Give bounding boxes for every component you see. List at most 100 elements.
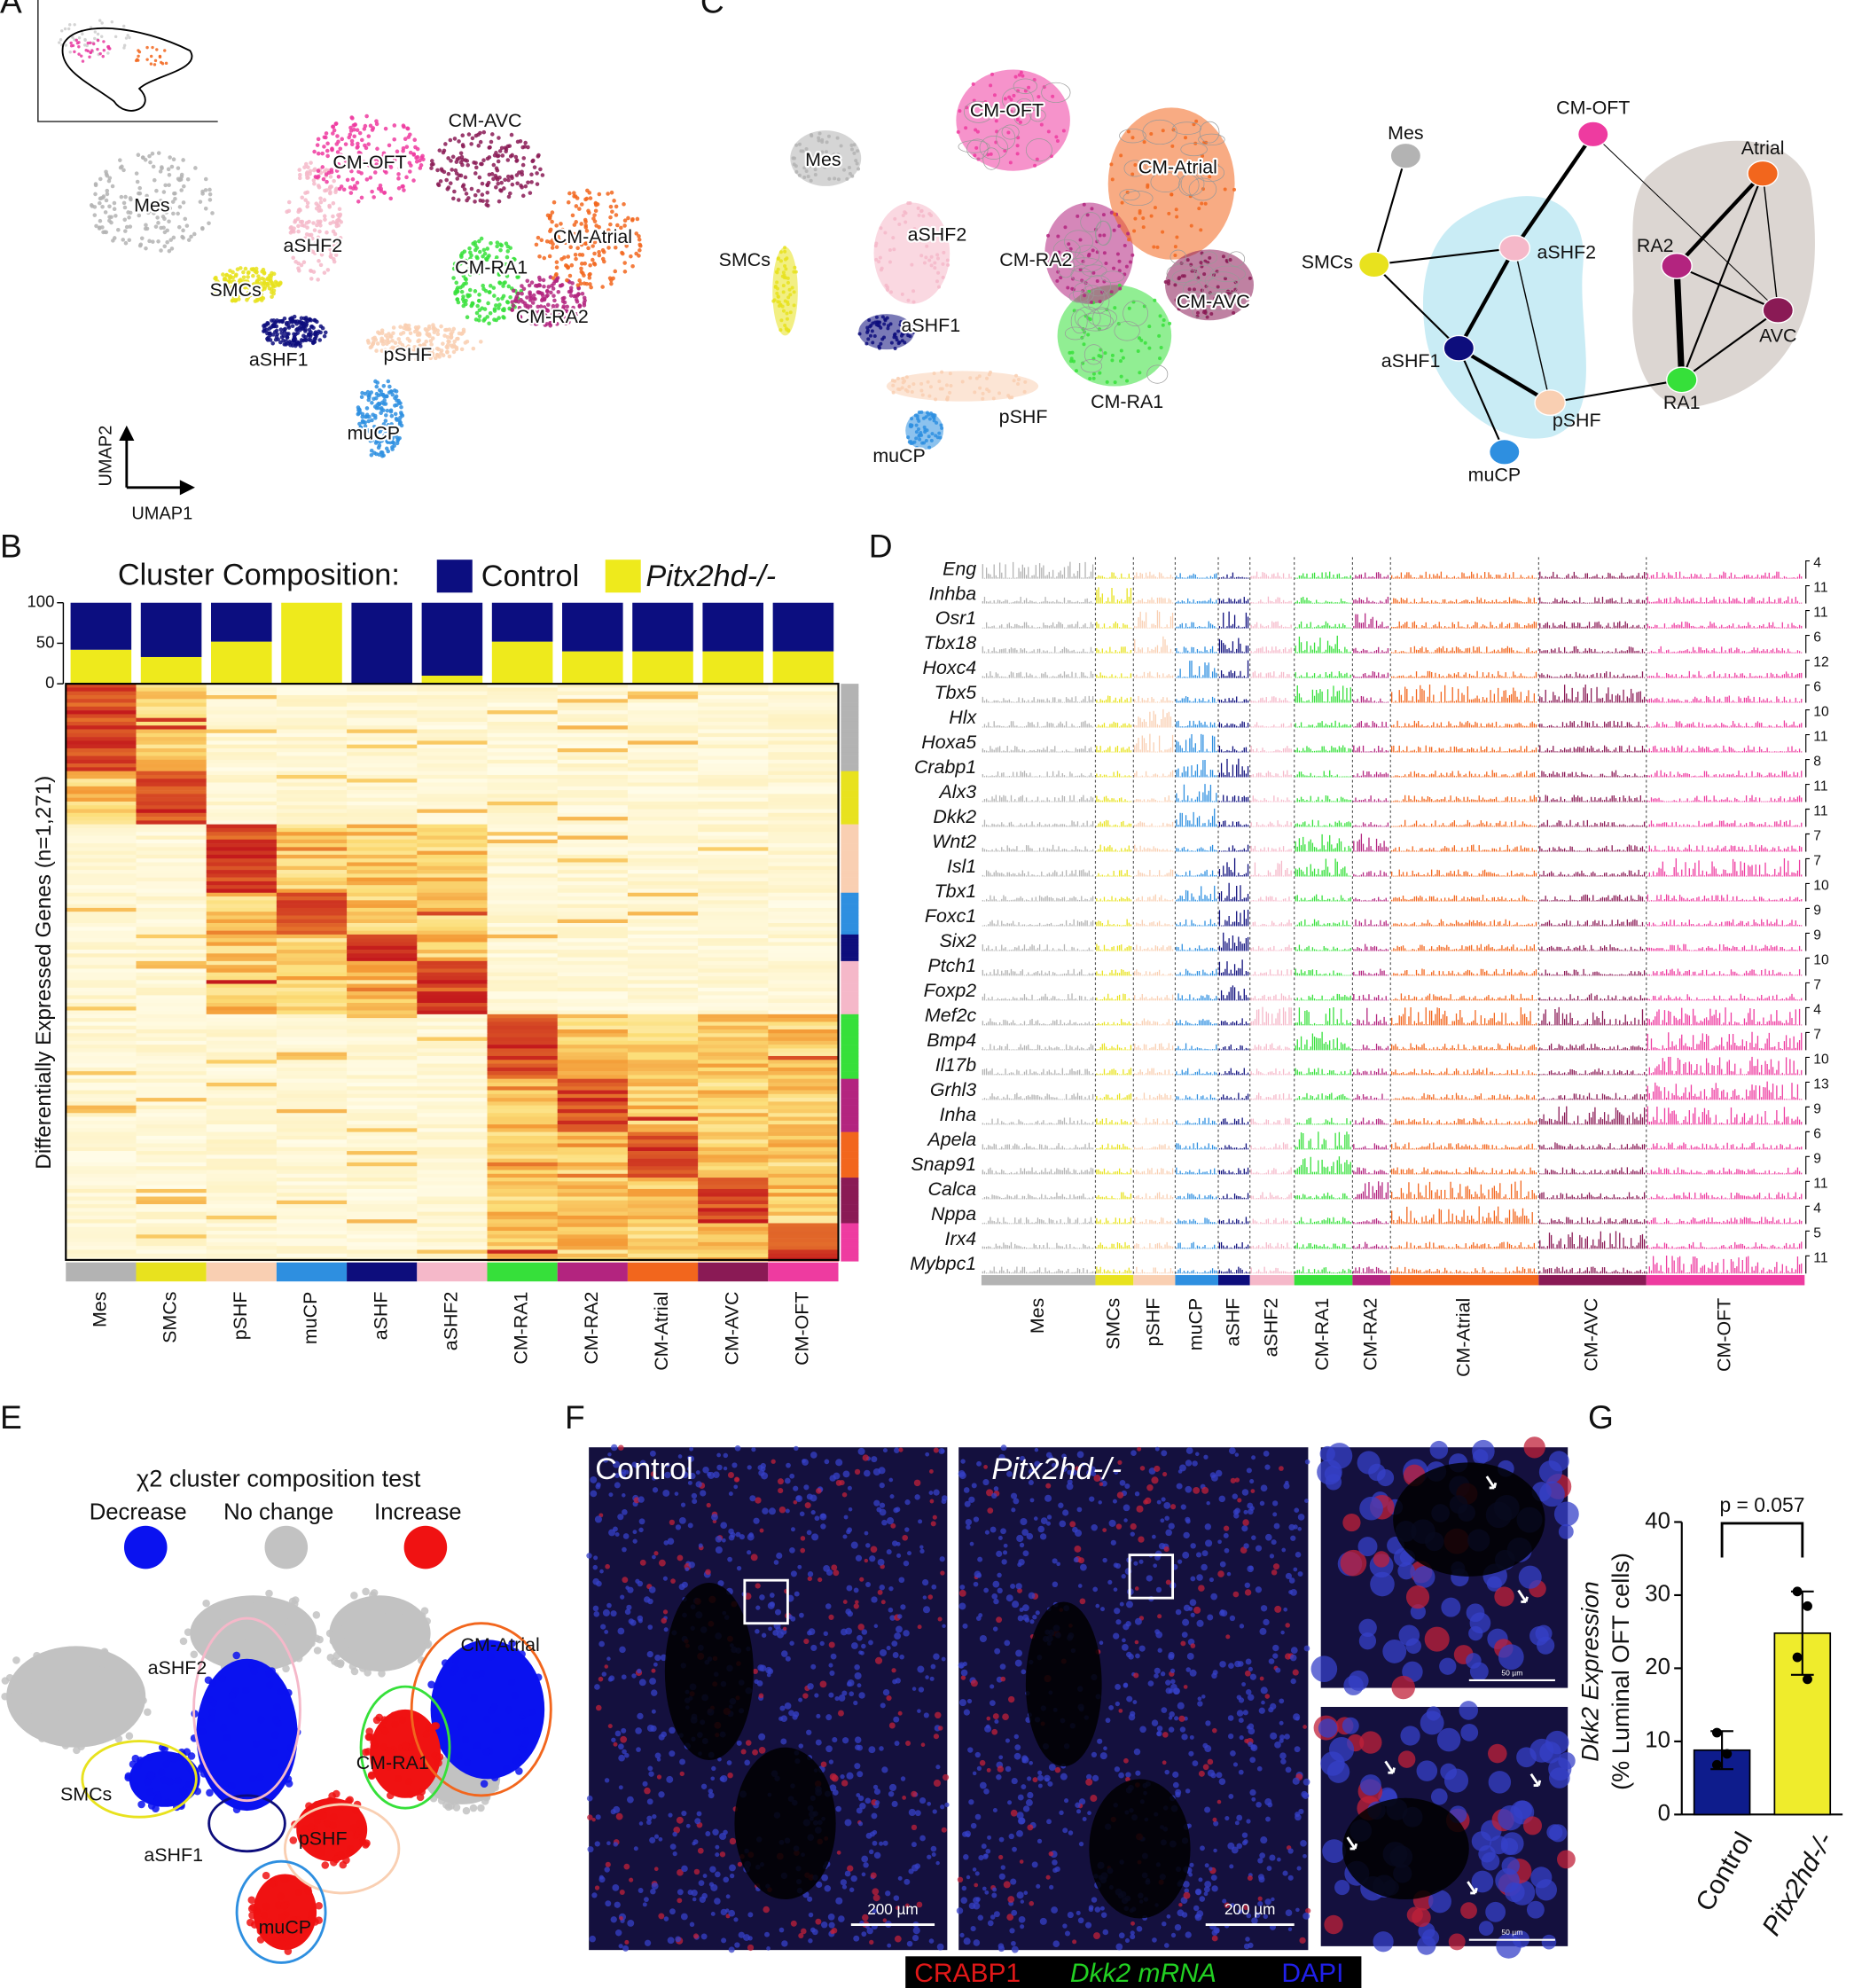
cell-dot (474, 246, 480, 250)
cell-dot (482, 307, 488, 311)
heatmap-cell (557, 1223, 629, 1228)
cell-dot (311, 270, 317, 274)
row-strip (841, 699, 859, 703)
cell-dot (153, 224, 159, 229)
cell-dot (98, 176, 103, 182)
cell-dot (86, 49, 90, 53)
heatmap-cell (276, 912, 348, 916)
heatmap-cell (136, 1178, 207, 1182)
x-tick-label: Mes (90, 1292, 111, 1327)
heatmap-cell (276, 801, 348, 806)
heatmap-cell (487, 1120, 559, 1125)
cell-dot (323, 188, 327, 193)
cell-dot (404, 145, 410, 149)
heatmap-cell (487, 1223, 559, 1228)
cell-dot (584, 196, 590, 201)
heatmap-cell (557, 1151, 629, 1155)
heatmap-cell (487, 1048, 559, 1053)
cell-dot (429, 166, 434, 170)
cell-dot (1161, 230, 1165, 234)
row-strip (841, 1143, 859, 1148)
heatmap-cell (417, 1234, 489, 1239)
heatmap-cell (768, 1246, 840, 1250)
heatmap-cell (136, 699, 207, 703)
track (1134, 671, 1174, 678)
cell-dot (1208, 255, 1212, 260)
heatmap-cell (417, 827, 489, 833)
heatmap-cell (136, 1139, 207, 1144)
cluster-label: CM-RA2 (999, 249, 1072, 270)
heatmap-cell (136, 1033, 207, 1037)
heatmap-cell (206, 702, 278, 708)
heatmap-cell (136, 1188, 207, 1194)
heatmap-cell (347, 721, 419, 726)
cell-dot (298, 219, 303, 224)
cell-dot (870, 329, 874, 333)
heatmap-cell (276, 767, 348, 771)
track (1353, 834, 1389, 852)
cell-dot (300, 195, 305, 200)
category-strip (487, 1262, 558, 1282)
heatmap-cell (66, 1253, 137, 1258)
heatmap-cell (347, 1067, 419, 1072)
cell-dot (63, 27, 67, 31)
heatmap-cell (136, 1238, 207, 1243)
cell-dot (523, 184, 528, 189)
cell-dot (454, 280, 459, 286)
heatmap-cell (627, 1082, 699, 1087)
heatmap-cell (206, 980, 278, 984)
heatmap-cell (206, 1208, 278, 1212)
cell-dot (944, 383, 949, 387)
cell-dot (404, 323, 409, 328)
cell-dot (474, 165, 479, 170)
cell-dot (935, 253, 940, 257)
inset-outline (61, 27, 193, 112)
row-strip (841, 957, 859, 962)
heatmap-cell (698, 1037, 770, 1042)
heatmap-cell (347, 1147, 419, 1152)
heatmap-cell (698, 1226, 770, 1232)
cell-dot (542, 255, 547, 261)
heatmap-cell (206, 1063, 278, 1068)
heatmap-cell (206, 1204, 278, 1209)
heatmap-cell (557, 960, 629, 966)
cell-dot (318, 219, 323, 224)
cell-dot (847, 166, 851, 170)
heatmap-cell (136, 1166, 207, 1170)
track (982, 745, 1094, 753)
heatmap-cell (276, 1173, 348, 1178)
heatmap-cell (557, 737, 629, 741)
cell-dot (176, 176, 181, 182)
heatmap-cell (557, 1135, 629, 1140)
heatmap-cell (66, 1158, 137, 1163)
cell-dot (927, 417, 932, 421)
cell-dot (73, 50, 76, 54)
heatmap-cell (627, 752, 699, 756)
cell-dot (156, 239, 160, 244)
cluster-label: aSHF2 (283, 235, 342, 256)
heatmap-cell (698, 1204, 770, 1209)
cell-dot (1175, 235, 1179, 239)
cell-dot (783, 323, 787, 327)
heatmap-cell (768, 1154, 840, 1159)
cell-dot (200, 226, 205, 231)
cell-dot (1085, 213, 1090, 217)
heatmap-cell (66, 1143, 137, 1148)
track (1647, 770, 1803, 778)
cell-dot (377, 452, 382, 458)
heatmap-cell (136, 1253, 207, 1258)
heatmap-cell (627, 1139, 699, 1144)
heatmap-cell (276, 1185, 348, 1190)
cell-dot (563, 263, 568, 268)
track (1539, 819, 1646, 827)
track (1250, 770, 1292, 778)
cell-dot (158, 199, 163, 203)
heatmap-cell (276, 759, 348, 764)
heatmap-cell (206, 888, 278, 894)
heatmap-cell (276, 919, 348, 924)
heatmap-cell (557, 1014, 629, 1019)
panel-label: C (700, 0, 724, 20)
heatmap-cell (347, 877, 419, 882)
heatmap-cell (136, 767, 207, 771)
heatmap-cell (347, 732, 419, 738)
